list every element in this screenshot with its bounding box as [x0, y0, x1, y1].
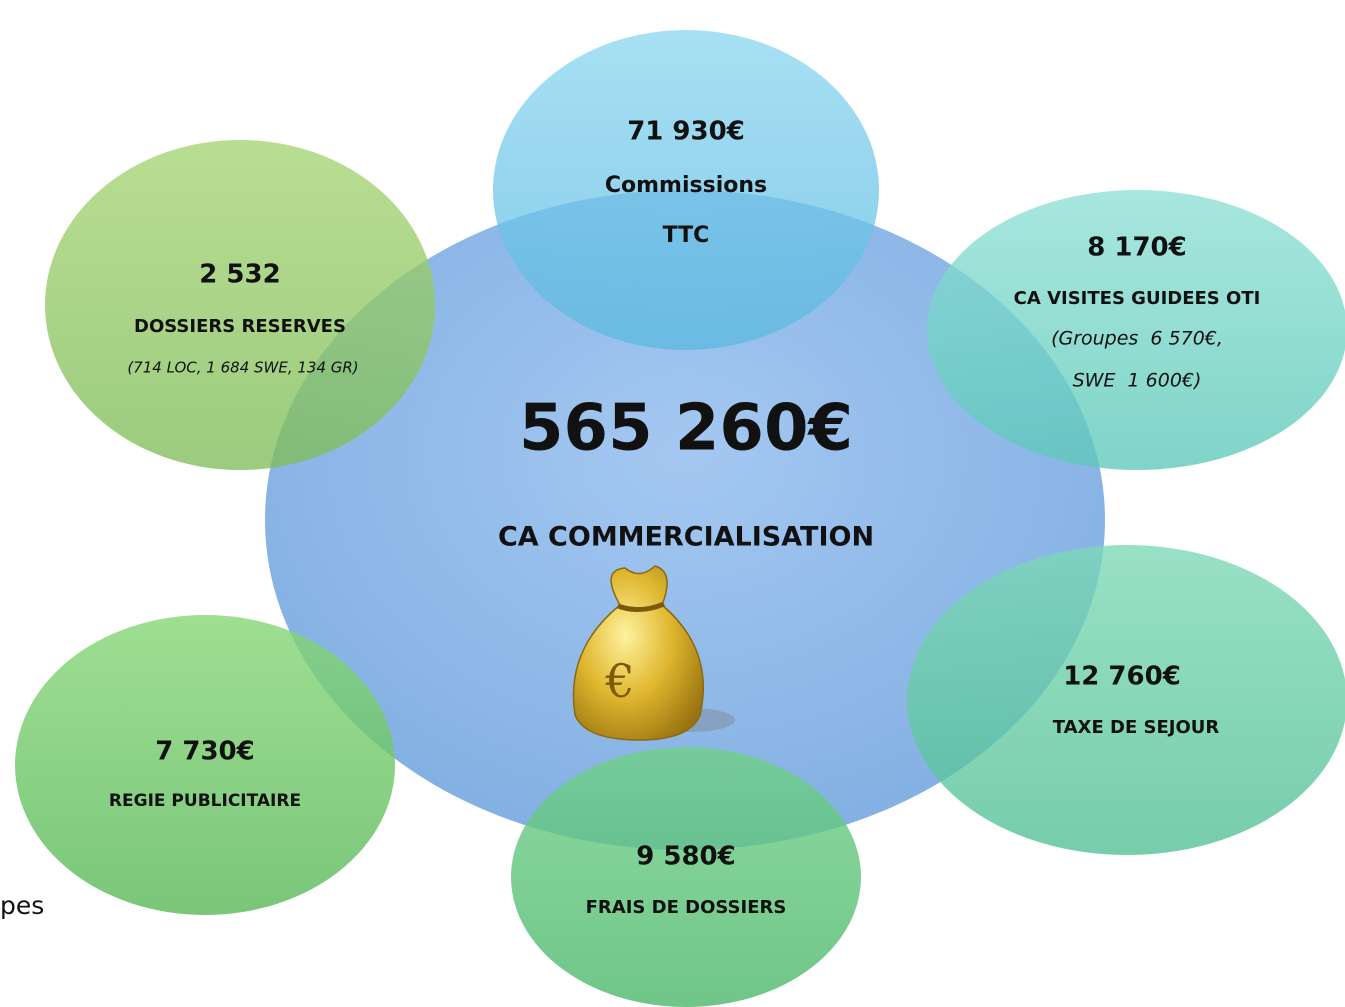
- node-circle: [907, 545, 1345, 855]
- node-circle: [493, 30, 879, 350]
- center-label: CA COMMERCIALISATION: [498, 522, 874, 553]
- node-label: FRAIS DE DOSSIERS: [586, 897, 787, 918]
- node-value: 12 760€: [1063, 662, 1181, 692]
- node-circle: [15, 615, 395, 915]
- center-circle: [265, 190, 1105, 850]
- node-value: 8 170€: [1087, 233, 1187, 263]
- node-label: CA VISITES GUIDEES OTI: [1014, 288, 1261, 309]
- text-fragment: pes: [0, 891, 44, 920]
- node-label: Commissions: [605, 173, 767, 198]
- node-detail: SWE 1 600€): [1073, 370, 1202, 392]
- node-label: TAXE DE SEJOUR: [1053, 717, 1220, 738]
- node-detail: (714 LOC, 1 684 SWE, 134 GR): [127, 359, 358, 377]
- euro-icon: €: [604, 654, 634, 708]
- node-value: 71 930€: [627, 117, 745, 147]
- center-value: 565 260€: [519, 392, 853, 466]
- node-value: 7 730€: [155, 737, 255, 767]
- node-circle: [45, 140, 435, 470]
- node-label: DOSSIERS RESERVES: [134, 316, 346, 337]
- node-value: 9 580€: [636, 842, 736, 872]
- node-circle: [927, 190, 1345, 470]
- money-bag: €: [572, 565, 735, 741]
- node-detail: (Groupes 6 570€,: [1051, 328, 1223, 350]
- node-label: TTC: [663, 223, 710, 248]
- node-circle: [511, 747, 861, 1007]
- node-label: REGIE PUBLICITAIRE: [109, 791, 301, 811]
- node-value: 2 532: [199, 260, 280, 290]
